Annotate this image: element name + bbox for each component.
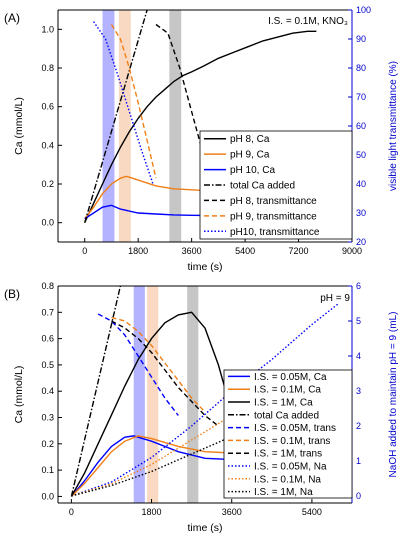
- series-line: [84, 204, 219, 220]
- legend-entry: total Ca added: [230, 181, 295, 192]
- series-line: [84, 30, 317, 223]
- panel-label: (B): [4, 287, 20, 301]
- panel-label: (A): [4, 11, 20, 25]
- legend-entry: pH 8, Ca: [230, 134, 270, 145]
- y2-tick-label: 4: [356, 351, 361, 361]
- legend-box: [199, 130, 353, 240]
- panel-a: 0 1800 3600 5400 7200 9000 0.0 0.2 0.4 0.6 0.8 1.0 2…: [4, 5, 399, 273]
- legend-entry: pH 10, Ca: [230, 165, 275, 176]
- x-tick-label: 0: [82, 246, 87, 256]
- y2-tick-label: 80: [356, 63, 366, 73]
- y-tick-label: 0.6: [41, 102, 54, 112]
- series-line: [93, 21, 154, 185]
- y-axis-label: Ca (mmol/L): [13, 366, 25, 424]
- y2-tick-label: 5: [356, 316, 361, 326]
- y-tick-label: 0.1: [41, 465, 54, 475]
- legend-entry: I.S. = 0.1M, Na: [254, 474, 321, 485]
- y-tick-label: 0.6: [41, 334, 54, 344]
- y-axis-label: Ca (mmol/L): [13, 97, 25, 155]
- legend-entry: pH10, transmittance: [230, 227, 320, 238]
- series-line: [84, 10, 148, 223]
- y2-tick-label: 100: [356, 5, 371, 15]
- y2-tick-label: 50: [356, 150, 366, 160]
- y2-tick-label: 90: [356, 34, 366, 44]
- legend-entry: pH 9, transmittance: [230, 211, 317, 222]
- shaded-band: [133, 286, 145, 503]
- shaded-band: [118, 10, 131, 242]
- shaded-band: [187, 286, 199, 503]
- x-tick-label: 3600: [182, 246, 202, 256]
- y2-tick-label: 3: [356, 386, 361, 396]
- x-tick-label: 0: [69, 507, 74, 517]
- y-tick-label: 0.0: [41, 218, 54, 228]
- x-tick-label: 9000: [342, 246, 362, 256]
- series-line: [70, 311, 233, 497]
- y2-tick-label: 20: [356, 237, 366, 247]
- y-tick-label: 1.0: [41, 24, 54, 34]
- legend-box: [223, 369, 353, 499]
- legend-entry: pH 9, Ca: [230, 150, 270, 161]
- series-line: [110, 24, 157, 179]
- y-tick-label: 0.4: [41, 386, 54, 396]
- x-axis-label: time (s): [188, 522, 223, 534]
- y2-tick-label: 0: [356, 491, 361, 501]
- y2-tick-label: 2: [356, 421, 361, 431]
- x-tick-label: 1800: [142, 507, 162, 517]
- y-tick-label: 0.7: [41, 307, 54, 317]
- shaded-band: [169, 10, 182, 242]
- series-line: [84, 175, 219, 220]
- y2-tick-label: 6: [356, 281, 361, 291]
- y-tick-label: 0.2: [41, 439, 54, 449]
- y-tick-label: 0.5: [41, 360, 54, 370]
- legend-entry: I.S. = 0.05M, Na: [254, 462, 327, 473]
- y2-axis-label: visible light transmittance (%): [388, 61, 399, 191]
- series-line: [70, 286, 122, 497]
- legend-entry: pH 8, transmittance: [230, 196, 317, 207]
- panel-b: 0 1800 3600 5400 0.0 0.1 0.2 0.3 0.4 0.5 0.6 0.7 0.8…: [4, 281, 399, 534]
- shaded-band: [102, 10, 115, 242]
- x-tick-label: 5400: [302, 507, 322, 517]
- x-tick-label: 1800: [128, 246, 148, 256]
- x-tick-label: 5400: [235, 246, 255, 256]
- series-line: [70, 435, 232, 497]
- x-axis-label: time (s): [188, 261, 223, 273]
- legend-entry: I.S. = 0.05M, Ca: [254, 372, 327, 383]
- annotation: pH = 9: [320, 293, 350, 304]
- shaded-band: [147, 286, 159, 503]
- series-line: [111, 320, 219, 427]
- legend-entry: I.S. = 0.1M, trans: [254, 436, 330, 447]
- legend-entry: total Ca added: [254, 410, 319, 421]
- legend-entry: I.S. = 1M, Na: [254, 487, 313, 498]
- y-tick-label: 0.8: [41, 63, 54, 73]
- y-tick-label: 0.3: [41, 413, 54, 423]
- series-line: [70, 435, 232, 497]
- y2-tick-label: 30: [356, 208, 366, 218]
- y2-tick-label: 60: [356, 121, 366, 131]
- series-line: [97, 313, 179, 416]
- x-tick-label: 3600: [222, 507, 242, 517]
- y2-axis-label: NaOH added to maintain pH = 9 (mL): [388, 312, 399, 478]
- y-tick-label: 0.8: [41, 281, 54, 291]
- legend-entry: I.S. = 1M, Ca: [254, 398, 313, 409]
- y2-tick-label: 70: [356, 92, 366, 102]
- legend-entry: I.S. = 0.05M, trans: [254, 423, 336, 434]
- y2-tick-label: 40: [356, 179, 366, 189]
- y-tick-label: 0.0: [41, 491, 54, 501]
- x-tick-label: 7200: [289, 246, 309, 256]
- y-tick-label: 0.4: [41, 140, 54, 150]
- legend-entry: I.S. = 0.1M, Ca: [254, 385, 321, 396]
- annotation: I.S. = 0.1M, KNO₃: [268, 16, 348, 27]
- series-line: [111, 316, 206, 413]
- y-tick-label: 0.2: [41, 179, 54, 189]
- legend-entry: I.S. = 1M, trans: [254, 449, 322, 460]
- series-line: [71, 302, 340, 497]
- y2-tick-label: 1: [356, 456, 361, 466]
